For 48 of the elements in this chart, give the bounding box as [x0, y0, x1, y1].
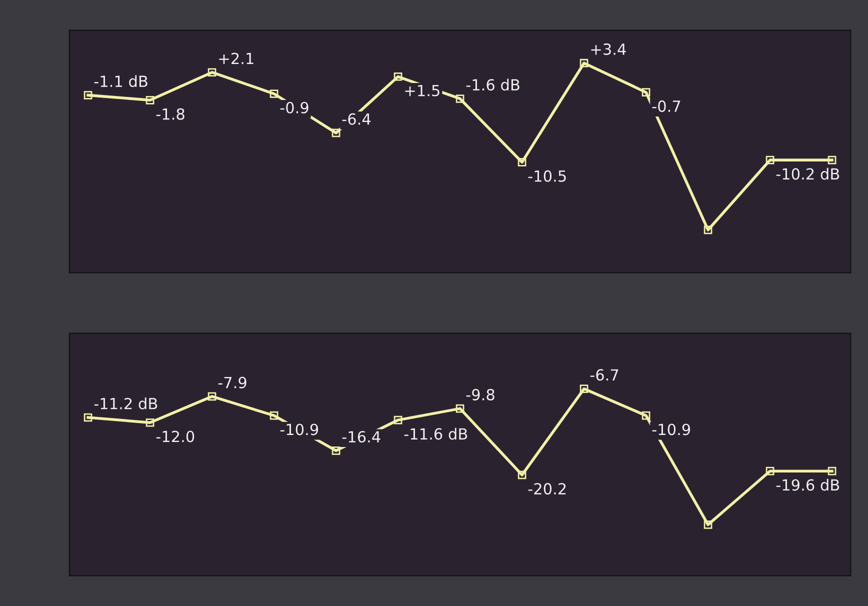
point: [518, 470, 526, 480]
point: [84, 413, 92, 422]
point: [146, 418, 154, 427]
point: [394, 72, 402, 81]
point: [828, 466, 836, 476]
data-label: -16.4: [342, 431, 380, 443]
data-label: -11.2 dB: [94, 398, 158, 410]
data-label: -10.9: [280, 424, 318, 436]
data-label: -1.1 dB: [94, 75, 148, 88]
data-label: -0.9: [280, 102, 308, 114]
point: [642, 88, 650, 96]
data-label: -0.7: [652, 100, 680, 112]
point: [394, 416, 402, 424]
data-label: -9.8: [466, 388, 494, 400]
data-label: -11.6 dB: [404, 428, 468, 440]
data-label: +1.5: [405, 84, 440, 96]
data-label: -1.6 dB: [466, 78, 520, 91]
point: [518, 158, 526, 166]
data-label: +2.1: [219, 52, 254, 64]
point: [766, 156, 774, 164]
point: [332, 446, 340, 455]
data-label: -19.6 dB: [776, 478, 840, 491]
point: [456, 404, 464, 413]
point: [270, 411, 278, 420]
point: [208, 392, 216, 401]
data-label: -10.9: [652, 424, 690, 436]
data-label: -10.2 dB: [776, 168, 840, 180]
data-label: -10.5: [528, 170, 566, 182]
point: [766, 466, 774, 476]
data-label: -1.8: [156, 108, 184, 120]
point: [828, 156, 836, 164]
point: [270, 90, 278, 98]
point: [704, 226, 712, 234]
data-label: -12.0: [156, 430, 194, 442]
point: [146, 96, 154, 104]
data-label: +3.4: [591, 43, 626, 55]
point: [332, 128, 340, 138]
data-label: -20.2: [528, 483, 566, 495]
point: [642, 411, 650, 420]
data-label: -6.7: [590, 369, 618, 381]
point: [580, 384, 588, 393]
data-label: -6.4: [342, 113, 371, 125]
point: [84, 91, 92, 100]
point: [456, 94, 464, 103]
data-label: -7.9: [218, 376, 246, 388]
point: [704, 520, 712, 529]
point: [208, 68, 216, 77]
point: [580, 58, 588, 68]
